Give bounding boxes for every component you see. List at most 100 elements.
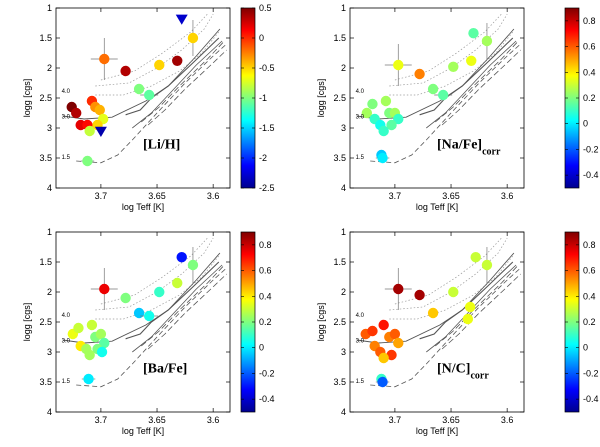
plot-content [62,237,227,388]
isochrone-line [389,237,508,311]
isochrone-line [389,13,508,87]
data-point [468,28,479,39]
data-point [367,98,378,110]
evolutionary-track [426,264,517,353]
isochrone-line [389,31,514,96]
y-tick-label: 1.5 [39,33,52,43]
colorbar-tick-label: 0.2 [583,93,596,103]
data-point [172,55,183,66]
data-point [481,35,493,47]
data-point [143,89,155,101]
y-tick-label: 3.5 [39,153,52,163]
data-point [377,376,388,388]
data-point [377,152,388,164]
track-mass-label: 3.0 [356,114,365,120]
data-point [143,310,155,322]
data-point [386,349,397,361]
colorbar-tick-label: -1.5 [259,123,275,133]
evolutionary-track [435,40,519,123]
data-point [176,252,187,263]
plot-area [350,8,524,188]
y-tick-label: 1 [47,227,52,237]
data-point [427,307,439,319]
evolutionary-track [426,40,517,129]
x-axis-label: log Teff [K] [416,426,458,436]
y-tick-label: 2.5 [39,317,52,327]
track-mass-label: 4.0 [62,313,71,319]
data-point [464,301,476,313]
evolutionary-track [132,264,223,353]
y-tick-label: 2.5 [39,93,52,103]
evolutionary-track [147,49,227,126]
data-point [386,119,397,131]
colorbar-tick-label: 0.8 [583,240,596,250]
data-point [378,319,389,331]
data-point [380,95,392,107]
colorbar-tick-label: 0 [259,33,264,43]
data-point [95,328,107,340]
data-point [393,113,404,125]
x-tick-label: 3.6 [501,415,514,425]
data-point [367,325,378,337]
track-mass-label: 1.5 [62,155,71,161]
data-point [414,289,425,301]
data-point [378,125,389,137]
y-axis-label: logg [cgs] [22,303,32,342]
data-point [361,107,373,119]
colorbar-tick-label: 0.6 [259,266,272,276]
y-tick-label: 2 [341,63,346,73]
panel-3: 4.0 3.0 1.5 3.7 3.65 3.6 1 1.5 2 2.5 3 3.5 4 log Teff… [22,227,275,436]
data-point [120,292,131,304]
track-mass-label: 3.0 [62,114,71,120]
track-mass-label: 1.5 [62,379,71,385]
y-tick-label: 3.5 [333,377,346,387]
data-point [481,259,493,271]
evolutionary-track [132,40,223,129]
data-point [133,83,145,95]
y-tick-label: 4 [47,183,52,193]
colorbar-tick-label: 0.5 [259,3,272,13]
data-point [99,283,110,295]
colorbar-tick-label: 0.4 [259,291,272,301]
plot-content [356,237,521,388]
data-point [389,328,401,340]
track-mass-label: 1.5 [356,379,365,385]
colorbar-tick-label: -2 [259,153,267,163]
panel-1: 4.0 3.0 1.5 3.7 3.65 3.6 1 1.5 2 2.5 3 3.5 4 log Teff… [22,3,275,212]
x-tick-label: 3.65 [442,415,460,425]
data-point [427,83,439,95]
data-point [120,65,131,77]
data-point [448,61,459,72]
data-point [99,337,110,349]
colorbar-tick-label: -0.2 [259,368,275,378]
data-point [84,349,95,361]
data-point [154,59,165,71]
y-tick-label: 2 [47,63,52,73]
data-point [133,307,145,319]
colorbar-tick-label: -0.4 [583,394,599,404]
y-tick-label: 3 [341,123,346,133]
y-tick-label: 3.5 [39,377,52,387]
data-point [86,319,98,331]
data-point [448,286,459,298]
data-point [187,32,199,44]
evolutionary-track [441,49,521,126]
upper-limit-marker [175,14,188,25]
y-tick-label: 2.5 [333,93,346,103]
data-point [154,286,165,298]
x-tick-label: 3.7 [95,415,108,425]
y-axis-label: logg [cgs] [22,79,32,118]
isochrone-line [95,237,214,311]
colorbar-tick-label: -0.4 [259,394,275,404]
data-point [466,55,477,66]
data-point [393,59,404,71]
y-tick-label: 2 [47,287,52,297]
data-point [378,352,389,364]
colorbar-tick-label: -1 [259,93,267,103]
isochrone-line [95,255,220,320]
plot-content [356,13,521,164]
colorbar-tick-label: -0.4 [583,170,599,180]
x-tick-label: 3.6 [207,415,220,425]
evolutionary-track [76,43,227,164]
